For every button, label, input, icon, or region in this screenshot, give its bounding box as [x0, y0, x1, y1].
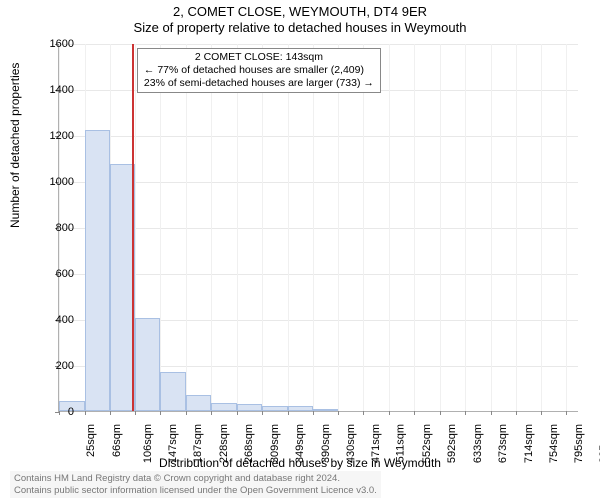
gridline-v — [338, 44, 339, 411]
xtick-mark — [363, 411, 364, 415]
xtick-mark — [541, 411, 542, 415]
ytick-label: 1400 — [34, 84, 74, 96]
xtick-mark — [338, 411, 339, 415]
gridline-h — [59, 136, 578, 137]
xtick-label: 228sqm — [218, 424, 230, 463]
ytick-label: 1600 — [34, 38, 74, 50]
xtick-label: 795sqm — [574, 424, 586, 463]
xtick-label: 106sqm — [142, 424, 154, 463]
gridline-h — [59, 182, 578, 183]
gridline-v — [288, 44, 289, 411]
xtick-mark — [516, 411, 517, 415]
gridline-v — [389, 44, 390, 411]
ytick-label: 200 — [34, 360, 74, 372]
ytick-label: 0 — [34, 406, 74, 418]
xtick-label: 187sqm — [193, 424, 205, 463]
histogram-bar — [186, 395, 211, 411]
gridline-v — [262, 44, 263, 411]
y-axis-label: Number of detached properties — [8, 63, 22, 228]
attribution-line2: Contains public sector information licen… — [14, 485, 377, 496]
histogram-bar — [135, 318, 160, 411]
xtick-mark — [262, 411, 263, 415]
chart-area: 2 COMET CLOSE: 143sqm← 77% of detached h… — [58, 44, 578, 412]
annotation-line3: 23% of semi-detached houses are larger (… — [144, 77, 374, 90]
xtick-label: 552sqm — [421, 424, 433, 463]
xtick-label: 714sqm — [523, 424, 535, 463]
annotation-line1: 2 COMET CLOSE: 143sqm — [144, 51, 374, 64]
gridline-h — [59, 274, 578, 275]
ytick-label: 1200 — [34, 130, 74, 142]
annotation-line2: ← 77% of detached houses are smaller (2,… — [144, 64, 374, 77]
xtick-mark — [491, 411, 492, 415]
gridline-v — [516, 44, 517, 411]
marker-line — [132, 44, 134, 411]
xtick-mark — [389, 411, 390, 415]
histogram-bar — [85, 130, 110, 411]
gridline-h — [59, 44, 578, 45]
xtick-mark — [237, 411, 238, 415]
xtick-mark — [313, 411, 314, 415]
histogram-bar — [288, 406, 313, 411]
xtick-mark — [288, 411, 289, 415]
xtick-mark — [135, 411, 136, 415]
xtick-mark — [110, 411, 111, 415]
xtick-mark — [85, 411, 86, 415]
gridline-v — [237, 44, 238, 411]
xtick-label: 349sqm — [294, 424, 306, 463]
ytick-label: 800 — [34, 222, 74, 234]
xtick-label: 673sqm — [497, 424, 509, 463]
xtick-label: 390sqm — [320, 424, 332, 463]
xtick-mark — [566, 411, 567, 415]
gridline-v — [465, 44, 466, 411]
gridline-v — [541, 44, 542, 411]
plot-area: 2 COMET CLOSE: 143sqm← 77% of detached h… — [58, 44, 578, 412]
gridline-v — [363, 44, 364, 411]
xtick-label: 592sqm — [446, 424, 458, 463]
xtick-label: 511sqm — [395, 424, 407, 462]
gridline-v — [414, 44, 415, 411]
attribution-line1: Contains HM Land Registry data © Crown c… — [14, 473, 377, 484]
chart-title-sub: Size of property relative to detached ho… — [0, 19, 600, 35]
xtick-mark — [160, 411, 161, 415]
histogram-bar — [262, 406, 288, 411]
gridline-v — [160, 44, 161, 411]
gridline-v — [186, 44, 187, 411]
ytick-label: 1000 — [34, 176, 74, 188]
xtick-label: 66sqm — [111, 424, 123, 457]
annotation-box: 2 COMET CLOSE: 143sqm← 77% of detached h… — [137, 48, 381, 93]
gridline-v — [211, 44, 212, 411]
xtick-mark — [186, 411, 187, 415]
histogram-bar — [313, 409, 339, 411]
gridline-v — [491, 44, 492, 411]
gridline-h — [59, 228, 578, 229]
xtick-mark — [211, 411, 212, 415]
gridline-v — [440, 44, 441, 411]
ytick-label: 400 — [34, 314, 74, 326]
histogram-bar — [211, 403, 237, 411]
xtick-label: 309sqm — [269, 424, 281, 463]
xtick-mark — [414, 411, 415, 415]
histogram-bar — [160, 372, 186, 411]
gridline-v — [566, 44, 567, 411]
xtick-label: 25sqm — [85, 424, 97, 457]
xtick-mark — [465, 411, 466, 415]
xtick-label: 268sqm — [243, 424, 255, 463]
ytick-label: 600 — [34, 268, 74, 280]
xtick-mark — [440, 411, 441, 415]
chart-title-main: 2, COMET CLOSE, WEYMOUTH, DT4 9ER — [0, 0, 600, 19]
xtick-label: 633sqm — [472, 424, 484, 463]
histogram-bar — [237, 404, 262, 411]
xtick-label: 754sqm — [548, 424, 560, 463]
xtick-label: 471sqm — [371, 424, 383, 463]
xtick-label: 147sqm — [168, 424, 180, 463]
attribution-text: Contains HM Land Registry data © Crown c… — [10, 471, 381, 498]
gridline-v — [313, 44, 314, 411]
xtick-label: 430sqm — [345, 424, 357, 463]
